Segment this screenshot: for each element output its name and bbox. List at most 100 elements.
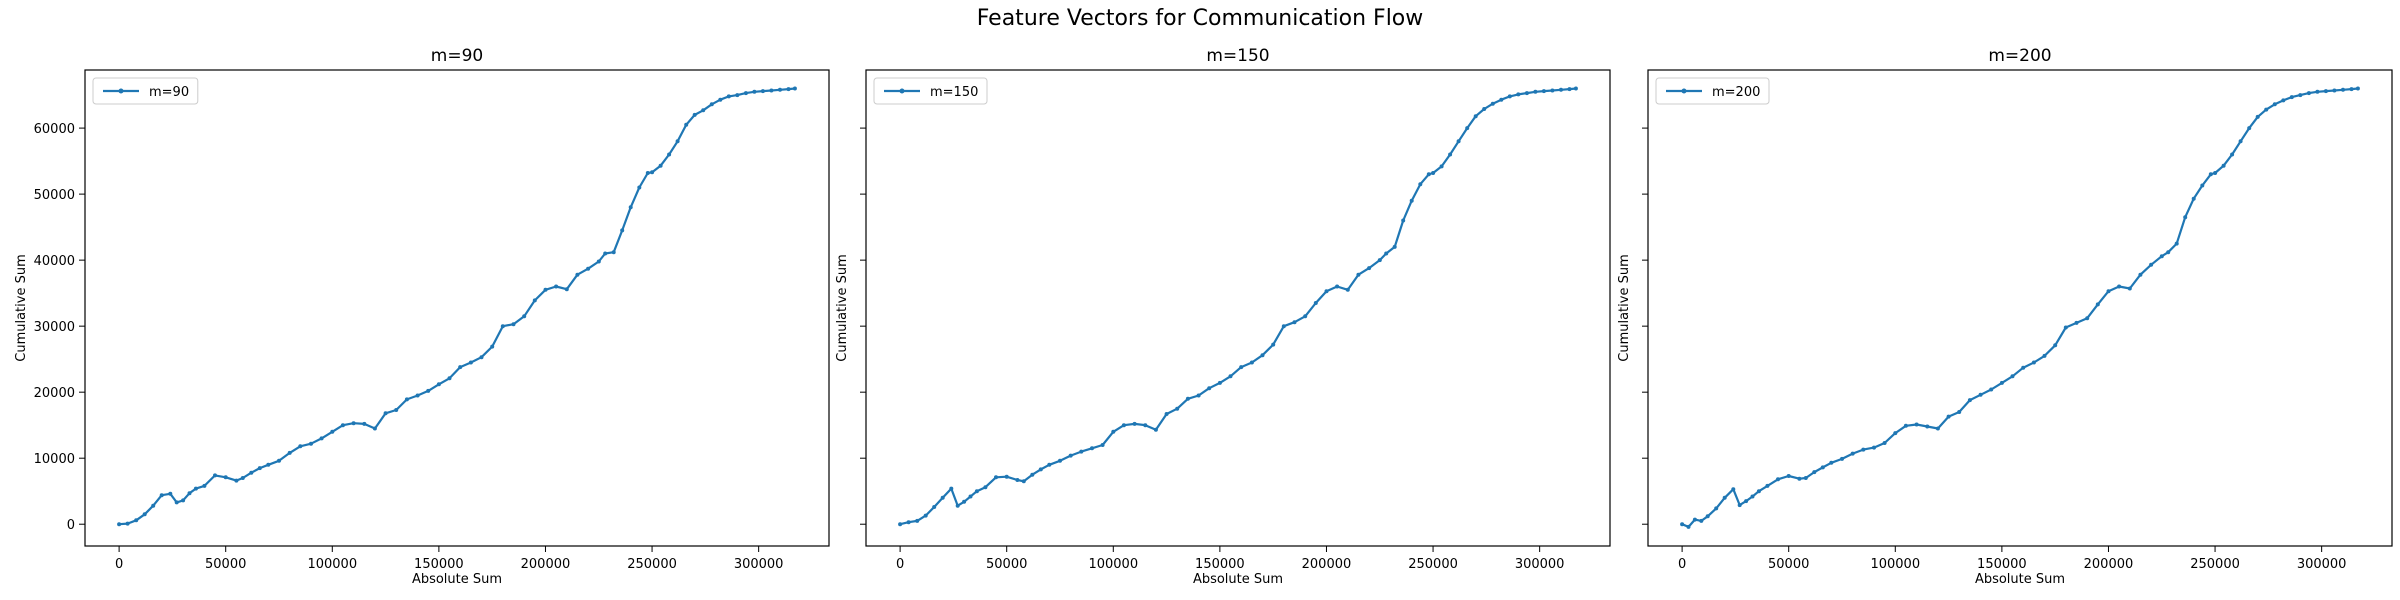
- data-point: [2138, 272, 2143, 277]
- data-point: [769, 88, 774, 93]
- data-point: [1686, 524, 1691, 529]
- data-point: [1812, 470, 1817, 475]
- x-axis-label: Absolute Sum: [412, 572, 502, 587]
- data-point: [372, 426, 377, 431]
- data-point: [1872, 445, 1876, 450]
- data-point: [500, 324, 505, 329]
- data-point: [2095, 302, 2100, 307]
- data-point: [1038, 467, 1043, 472]
- data-point: [1249, 360, 1254, 365]
- data-point: [620, 228, 625, 233]
- x-tick-label: 50000: [205, 557, 246, 572]
- data-point: [628, 205, 633, 210]
- data-point: [125, 521, 130, 526]
- data-point: [2042, 353, 2047, 358]
- data-point: [658, 163, 663, 168]
- data-point: [2191, 196, 2196, 201]
- data-point: [2247, 126, 2252, 131]
- data-point: [596, 259, 601, 264]
- data-point: [1426, 172, 1431, 177]
- x-tick-label: 50000: [986, 557, 1027, 572]
- data-point: [1750, 494, 1755, 499]
- data-point: [1882, 441, 1887, 445]
- data-point: [257, 466, 262, 471]
- data-point: [223, 475, 228, 480]
- data-point: [1409, 198, 1414, 203]
- y-axis-label: Cumulative Sum: [835, 254, 850, 362]
- data-point: [1850, 451, 1855, 456]
- data-point: [1335, 284, 1340, 289]
- data-point: [1680, 522, 1685, 527]
- data-point: [426, 388, 431, 393]
- y-tick-label: 0: [67, 518, 75, 533]
- data-point: [1392, 244, 1397, 249]
- data-point: [2159, 254, 2164, 259]
- data-point: [511, 322, 516, 327]
- data-point: [117, 522, 122, 527]
- data-point: [1776, 477, 1780, 482]
- x-tick-label: 150000: [414, 557, 464, 572]
- data-point: [2221, 163, 2226, 168]
- data-point: [1978, 392, 1983, 397]
- data-point: [968, 494, 973, 499]
- data-point: [1893, 431, 1898, 436]
- data-point: [1507, 94, 1512, 99]
- data-point: [1550, 88, 1555, 93]
- data-point: [1967, 398, 1972, 403]
- axes-frame: [84, 69, 830, 547]
- legend-label: m=200: [1712, 85, 1760, 100]
- data-point: [760, 89, 765, 94]
- data-point: [2183, 215, 2188, 220]
- data-point: [1356, 272, 1361, 277]
- data-point: [2149, 262, 2154, 267]
- data-point: [1271, 342, 1276, 347]
- data-point: [1914, 422, 1919, 427]
- data-point: [1829, 460, 1834, 465]
- data-point: [2298, 93, 2303, 98]
- x-tick-label: 250000: [627, 557, 677, 572]
- data-point: [1015, 478, 1020, 482]
- data-point: [1377, 258, 1382, 263]
- data-point: [667, 152, 672, 157]
- x-tick-label: 100000: [1088, 557, 1138, 572]
- series-line: [899, 87, 1577, 526]
- data-point: [726, 94, 731, 99]
- data-point: [1431, 171, 1436, 175]
- data-point: [415, 393, 420, 398]
- legend-marker: [1681, 88, 1687, 94]
- data-point: [1228, 374, 1233, 379]
- data-point: [1004, 474, 1009, 479]
- data-point: [675, 139, 680, 144]
- data-point: [2289, 95, 2294, 100]
- x-tick-label: 150000: [1977, 557, 2027, 572]
- data-point: [898, 522, 903, 527]
- data-point: [962, 499, 967, 504]
- data-point: [159, 493, 164, 498]
- data-point: [1541, 89, 1546, 94]
- legend-box: [1655, 77, 1770, 105]
- data-point: [2106, 289, 2111, 294]
- data-point: [1803, 476, 1808, 480]
- data-point: [1533, 89, 1538, 94]
- data-point: [240, 476, 245, 480]
- data-point: [1925, 424, 1930, 429]
- data-point: [1111, 429, 1116, 434]
- legend-label: m=150: [930, 85, 978, 100]
- data-point: [1499, 97, 1504, 102]
- legend-box: [92, 77, 199, 105]
- data-point: [362, 421, 367, 426]
- data-point: [394, 408, 399, 412]
- data-point: [1324, 289, 1329, 294]
- data-point: [249, 470, 254, 475]
- data-point: [955, 503, 960, 508]
- data-point: [458, 365, 463, 370]
- data-point: [2213, 171, 2218, 175]
- data-point: [1699, 518, 1704, 523]
- data-point: [1559, 87, 1563, 92]
- data-point: [330, 429, 335, 434]
- data-point: [468, 360, 473, 365]
- data-point: [1516, 92, 1521, 97]
- data-point: [1143, 423, 1148, 428]
- data-point: [2031, 360, 2036, 365]
- data-point: [1786, 474, 1791, 478]
